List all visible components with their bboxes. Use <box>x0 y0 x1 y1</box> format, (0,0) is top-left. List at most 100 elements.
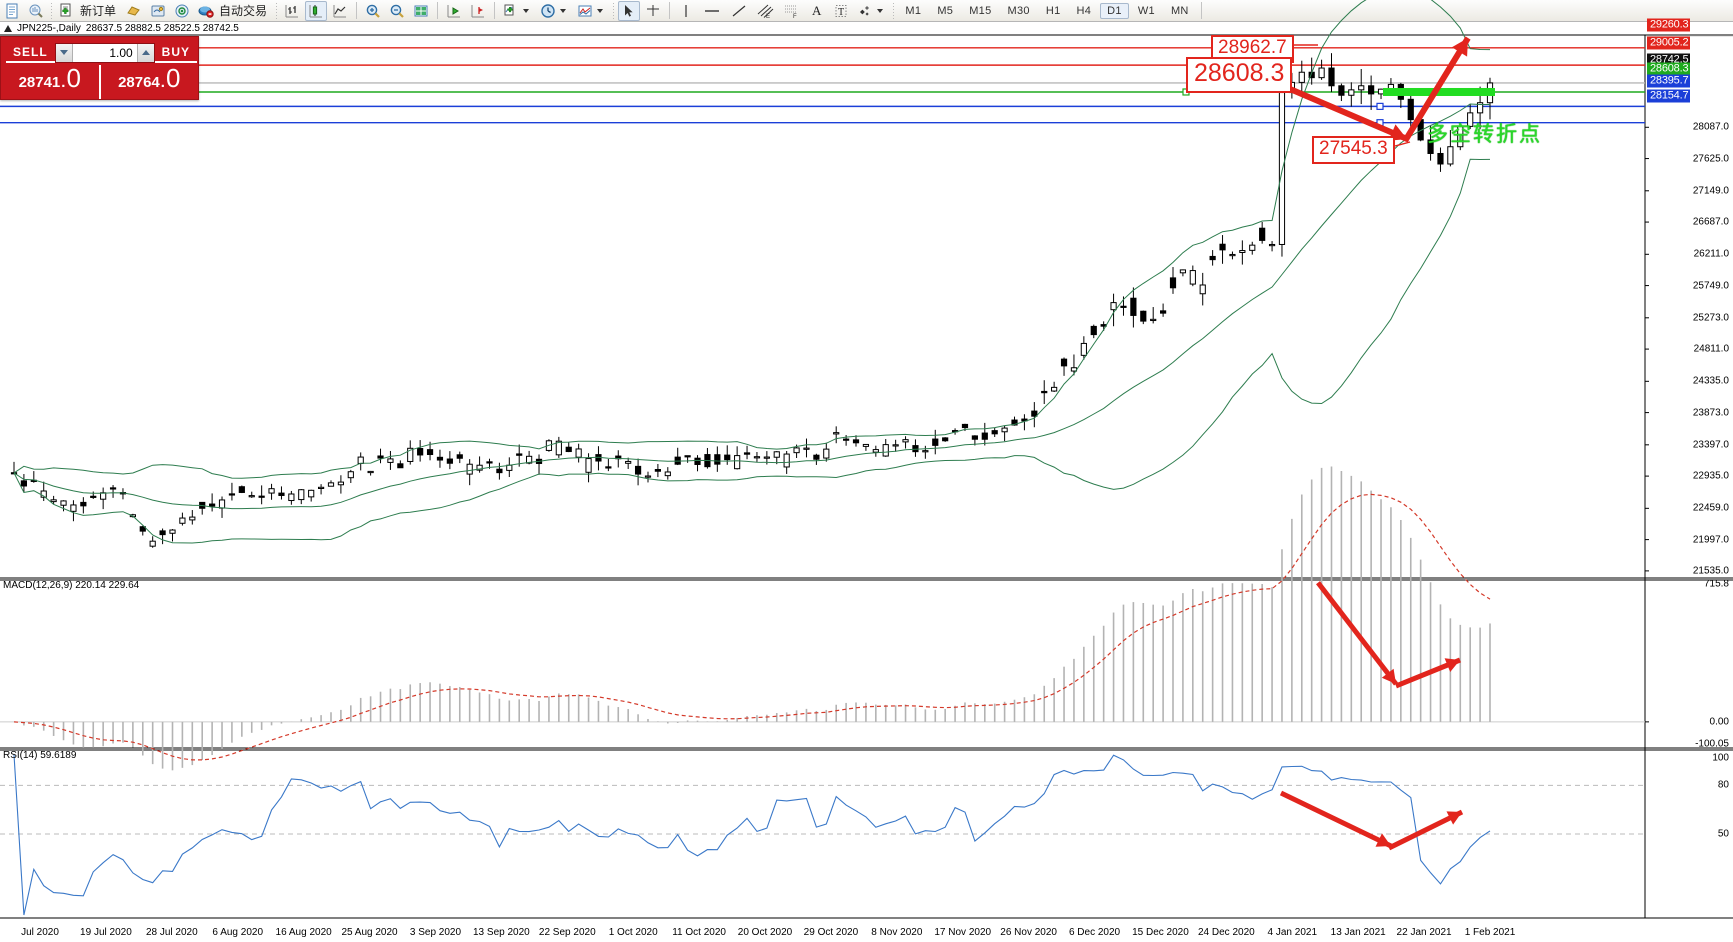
signals-icon[interactable] <box>171 1 193 21</box>
sell-price[interactable]: 28741 . 0 <box>1 65 101 99</box>
date-axis-tick: 17 Nov 2020 <box>934 927 992 938</box>
sell-price-frac: 0 <box>66 63 81 93</box>
toolbar-separator-5 <box>494 2 496 19</box>
bollinger-band-lower <box>13 158 1491 544</box>
equidistant-channel-icon[interactable]: E <box>753 1 777 21</box>
shapes-icon[interactable] <box>854 1 889 21</box>
zoom-out-icon[interactable] <box>386 1 408 21</box>
timeframe-mn[interactable]: MN <box>1170 4 1189 17</box>
macd-axis-tick: 715.8 <box>1703 578 1729 590</box>
line-chart-icon[interactable] <box>329 1 351 21</box>
autotrading-button[interactable]: 自动交易 <box>195 1 272 21</box>
indicators-icon[interactable] <box>500 1 535 21</box>
green-zone <box>1383 87 1495 96</box>
chart-symbol-icon <box>4 25 12 32</box>
annotation-turning-point: 多空转折点 <box>1427 122 1542 146</box>
price-axis-tick: 26211.0 <box>1693 248 1729 260</box>
rsi-indicator-label: RSI(14) 59.6189 <box>3 750 77 761</box>
market-watch-icon[interactable] <box>25 1 47 21</box>
rsi-axis-tick: 100 <box>1712 752 1729 764</box>
text-icon[interactable]: A <box>812 2 822 18</box>
crosshair-icon[interactable] <box>642 1 664 21</box>
price-level-tag: 29260.3 <box>1647 18 1691 32</box>
horizontal-line-icon[interactable] <box>699 1 725 21</box>
date-axis-tick: 28 Jul 2020 <box>145 927 198 938</box>
price-axis-tick: 24335.0 <box>1692 375 1729 387</box>
svg-text:E: E <box>766 14 770 19</box>
timeframe-w1[interactable]: W1 <box>1137 4 1155 17</box>
price-axis-tick: 28087.0 <box>1692 121 1729 133</box>
date-axis-tick: 24 Dec 2020 <box>1198 927 1255 938</box>
new-order-button[interactable]: 新订单 <box>56 1 121 21</box>
sell-button[interactable]: SELL <box>6 43 55 63</box>
autotrading-label: 自动交易 <box>219 4 268 18</box>
text-label-icon[interactable]: T <box>830 1 852 21</box>
price-axis-tick: 24811.0 <box>1693 343 1729 355</box>
price-level-tag: 29005.2 <box>1647 36 1691 50</box>
price-axis-tick: 27149.0 <box>1692 185 1729 197</box>
price-level-tag: 28154.7 <box>1647 89 1691 103</box>
timeframe-m15[interactable]: M15 <box>969 4 992 17</box>
date-axis-tick: 4 Jan 2021 <box>1267 927 1318 938</box>
price-level-tag: 28395.7 <box>1647 74 1691 88</box>
macd-axis-tick: 0.00 <box>1709 716 1729 728</box>
metaeditor-icon[interactable] <box>147 1 169 21</box>
vertical-line-icon[interactable] <box>675 1 697 21</box>
bar-chart-icon[interactable] <box>281 1 303 21</box>
buy-button[interactable]: BUY <box>154 43 198 63</box>
chevron-down-icon-4[interactable] <box>877 8 884 13</box>
price-axis-tick: 25273.0 <box>1692 312 1729 324</box>
price-level-tag: 28608.3 <box>1647 62 1691 76</box>
volume-input[interactable]: 1.00 <box>72 43 137 62</box>
date-axis-tick: 29 Oct 2020 <box>803 927 859 938</box>
date-axis-tick: 11 Oct 2020 <box>672 927 726 938</box>
volume-decrease-button[interactable] <box>55 43 73 62</box>
timeframe-m1[interactable]: M1 <box>905 4 922 17</box>
timeframe-m5[interactable]: M5 <box>937 4 954 17</box>
timeframe-h1[interactable]: H1 <box>1045 4 1061 17</box>
date-axis-tick: 6 Aug 2020 <box>212 927 264 938</box>
candlestick-chart-icon[interactable] <box>305 0 328 21</box>
rsi-line <box>13 754 1491 916</box>
chevron-down-icon-2[interactable] <box>560 8 567 13</box>
fibonacci-retracement-icon[interactable]: F <box>779 1 803 21</box>
date-axis-tick: 16 Aug 2020 <box>275 927 332 938</box>
auto-scroll-icon[interactable] <box>467 1 489 21</box>
trendline-icon[interactable] <box>727 1 751 21</box>
svg-text:F: F <box>793 14 797 19</box>
toolbar-separator-4 <box>437 2 439 19</box>
date-axis-tick: 22 Sep 2020 <box>538 927 596 938</box>
templates-icon[interactable] <box>574 1 609 21</box>
chevron-down-icon[interactable] <box>523 8 530 13</box>
date-axis-tick: 13 Sep 2020 <box>473 927 530 938</box>
buy-price[interactable]: 28764 . 0 <box>101 65 199 99</box>
chevron-down-icon-3[interactable] <box>597 8 604 13</box>
new-chart-icon[interactable] <box>1 1 23 21</box>
rsi-axis-tick: 80 <box>1717 779 1729 791</box>
date-axis-tick: Jul 2020 <box>21 927 59 938</box>
chart-shift-icon[interactable] <box>443 1 465 21</box>
timeframe-d1[interactable]: D1 <box>1100 2 1129 19</box>
toolbar-separator-6 <box>613 2 615 19</box>
date-axis-tick: 3 Sep 2020 <box>409 927 462 938</box>
periods-icon[interactable] <box>537 1 572 21</box>
chart-symbol-period: JPN225-,Daily <box>17 23 81 34</box>
sell-price-main: 28741 <box>18 74 61 91</box>
annotation-low-label: 27545.3 <box>1312 136 1395 164</box>
tile-windows-icon[interactable] <box>410 1 432 21</box>
price-axis-tick: 26687.0 <box>1692 216 1729 228</box>
timeframe-h4[interactable]: H4 <box>1076 4 1092 17</box>
price-axis-tick: 23873.0 <box>1692 407 1729 419</box>
date-axis-tick: 20 Oct 2020 <box>737 927 793 938</box>
date-axis-tick: 13 Jan 2021 <box>1330 927 1386 938</box>
main-toolbar: 新订单 自动交易 <box>0 0 1733 22</box>
zoom-in-icon[interactable] <box>362 1 384 21</box>
toolbar-separator-3 <box>356 2 358 19</box>
timeframe-m30[interactable]: M30 <box>1007 4 1030 17</box>
svg-text:T: T <box>838 7 844 18</box>
volume-stepper[interactable]: 1.00 <box>54 42 155 63</box>
strategy-tester-icon[interactable] <box>123 1 145 21</box>
one-click-trading-panel[interactable]: SELL 1.00 BUY 28741 . 0 28764 . 0 <box>0 36 199 100</box>
volume-increase-button[interactable] <box>136 43 154 62</box>
cursor-icon[interactable] <box>618 0 641 21</box>
